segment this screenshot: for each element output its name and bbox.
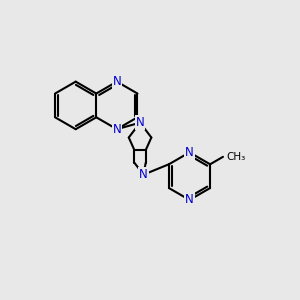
Text: CH₃: CH₃ xyxy=(226,152,246,162)
Text: N: N xyxy=(185,146,194,159)
Text: N: N xyxy=(185,194,194,206)
Text: N: N xyxy=(136,116,144,129)
Text: N: N xyxy=(112,75,121,88)
Text: N: N xyxy=(139,168,148,181)
Text: N: N xyxy=(112,123,121,136)
